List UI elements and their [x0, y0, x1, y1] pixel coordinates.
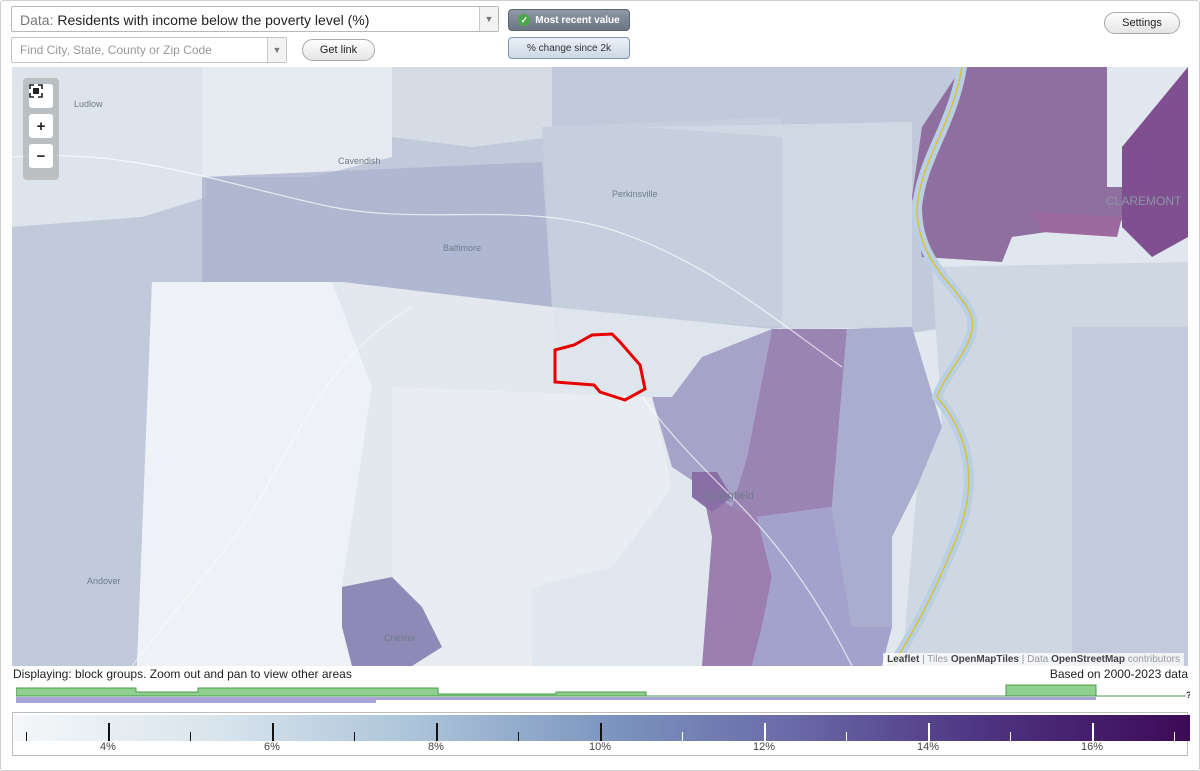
legend-tick [600, 723, 602, 741]
percent-change-toggle[interactable]: % change since 2k [508, 37, 630, 59]
place-label: Andover [87, 576, 121, 586]
help-icon: ? [1186, 690, 1190, 700]
legend-tick-label: 4% [100, 741, 116, 753]
block-group [702, 487, 772, 666]
legend-tick [1092, 723, 1094, 741]
selection-range [16, 697, 376, 703]
location-search[interactable]: ▼ [11, 37, 287, 63]
block-group [1122, 67, 1188, 257]
settings-button[interactable]: Settings [1104, 12, 1180, 34]
block-group [202, 162, 552, 307]
chevron-down-icon[interactable]: ▼ [267, 38, 286, 62]
legend-tick [26, 732, 27, 741]
block-group [732, 329, 847, 517]
block-group [752, 507, 892, 666]
block-group [552, 307, 772, 397]
attribution-suffix: contributors [1127, 654, 1180, 665]
openstreetmap-link[interactable]: OpenStreetMap [1051, 654, 1125, 665]
plus-icon[interactable]: + [29, 114, 53, 138]
percent-change-label: % change since 2k [527, 42, 611, 54]
search-input[interactable] [12, 38, 278, 62]
data-range-note: Based on 2000-2023 data [1049, 667, 1188, 681]
legend-tick-label: 12% [752, 741, 776, 753]
legend-tick-label: 6% [264, 741, 280, 753]
place-label: Baltimore [443, 243, 481, 253]
leaflet-link[interactable]: Leaflet [887, 654, 920, 665]
selected-area [553, 332, 647, 402]
road [131, 306, 413, 666]
data-prefix: Data [1027, 654, 1049, 665]
place-label: Springfield [702, 490, 754, 502]
most-recent-value-label: Most recent value [535, 14, 620, 26]
block-group [692, 472, 732, 512]
legend-tick [436, 723, 438, 741]
map-attribution: Leaflet | Tiles OpenMapTiles | Data Open… [883, 653, 1184, 666]
block-group [12, 217, 152, 666]
legend-tick [272, 723, 274, 741]
block-group [1032, 212, 1122, 237]
block-group [912, 67, 1142, 262]
value-histogram: ? [16, 684, 1190, 703]
get-link-button[interactable]: Get link [302, 39, 375, 61]
tiles-prefix: Tiles [927, 654, 949, 665]
legend-tick [1174, 732, 1175, 741]
legend-tick [682, 732, 683, 741]
road [641, 396, 853, 666]
legend-tick [190, 732, 191, 741]
most-recent-value-toggle[interactable]: ✓ Most recent value [508, 9, 630, 31]
zoom-controls: + − [23, 78, 59, 180]
block-group [137, 282, 372, 666]
place-label: Chester [384, 633, 416, 643]
fullscreen-icon[interactable] [29, 84, 53, 108]
block-group [202, 67, 392, 177]
legend-tick-label: 8% [428, 741, 444, 753]
block-group [652, 329, 772, 507]
block-group [392, 387, 672, 666]
minus-icon[interactable]: − [29, 144, 53, 168]
block-group [542, 117, 782, 327]
legend-tick [354, 732, 355, 741]
legend-tick-label: 16% [1080, 741, 1104, 753]
block-group [342, 577, 442, 666]
block-group [642, 122, 912, 329]
display-status: Displaying: block groups. Zoom out and p… [13, 667, 352, 681]
legend-tick [928, 723, 930, 741]
legend-tick [846, 732, 847, 741]
map-canvas[interactable]: Ludlow Cavendish Perkinsville Baltimore … [12, 67, 1188, 666]
data-select[interactable]: Data: Residents with income below the po… [11, 6, 499, 32]
place-label: CLAREMONT [1106, 194, 1182, 208]
block-group [1072, 327, 1188, 666]
block-group [832, 327, 942, 627]
road [12, 154, 843, 368]
chevron-down-icon[interactable]: ▼ [479, 7, 498, 31]
data-select-prefix: Data: [20, 12, 54, 28]
selection-range [376, 697, 1096, 700]
place-label: Cavendish [338, 156, 381, 166]
legend-tick [764, 723, 766, 741]
map[interactable]: Ludlow Cavendish Perkinsville Baltimore … [12, 67, 1188, 666]
state-border [891, 67, 974, 666]
openmaptiles-link[interactable]: OpenMapTiles [950, 654, 1019, 665]
data-select-value: Residents with income below the poverty … [57, 12, 370, 28]
place-label: Ludlow [74, 99, 103, 109]
check-icon: ✓ [518, 14, 531, 26]
color-legend[interactable]: 4% 6% 8% 10% 12% 14% 16% [12, 712, 1190, 756]
block-group [12, 67, 207, 227]
place-label: Perkinsville [612, 189, 658, 199]
legend-tick [1010, 732, 1011, 741]
legend-tick [108, 723, 110, 741]
legend-tick-label: 14% [916, 741, 940, 753]
legend-tick-label: 10% [588, 741, 612, 753]
histogram-bars [16, 684, 1097, 697]
block-group [392, 67, 552, 147]
legend-tick [518, 732, 519, 741]
legend-gradient [14, 715, 1190, 741]
